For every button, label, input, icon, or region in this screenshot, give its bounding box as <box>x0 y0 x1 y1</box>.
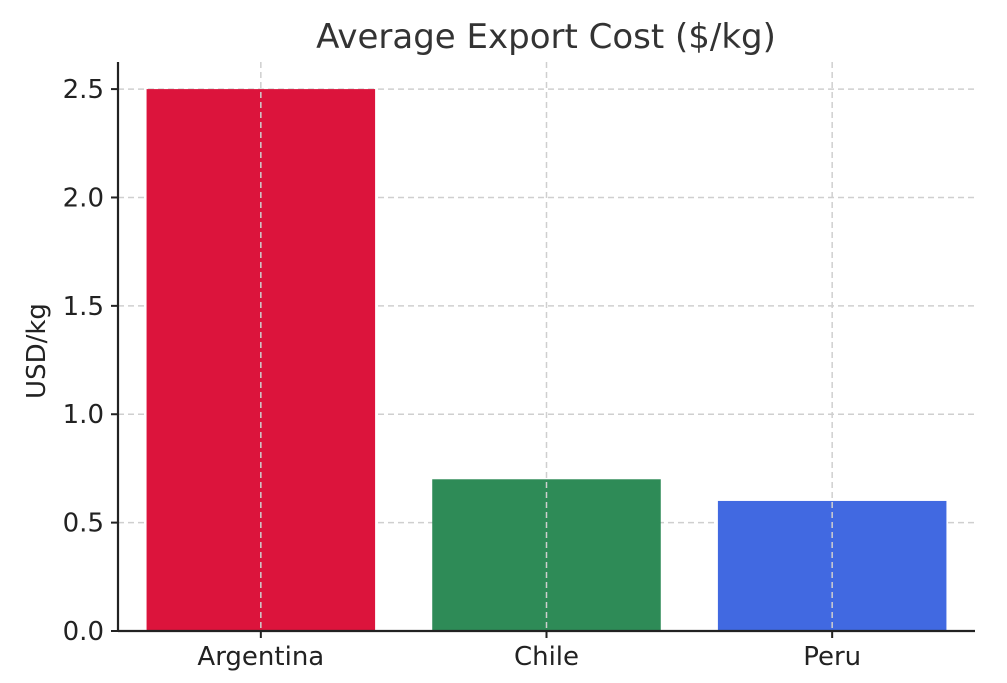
y-axis-label: USD/kg <box>22 303 52 399</box>
y-tick-label: 0.5 <box>63 509 104 539</box>
bar-argentina <box>146 89 376 632</box>
ticks-layer: 0.0 0.5 1.0 1.5 2.0 2.5 Argentina Chile Peru <box>63 75 861 672</box>
x-tick-label: Argentina <box>197 642 324 672</box>
y-tick-label: 2.0 <box>63 183 104 213</box>
bars-layer <box>146 62 947 632</box>
y-tick-label: 2.5 <box>63 75 104 105</box>
x-tick-label: Peru <box>803 642 861 672</box>
x-tick-label: Chile <box>514 642 579 672</box>
y-tick-label: 1.0 <box>63 400 104 430</box>
chart-title: Average Export Cost ($/kg) <box>316 17 776 57</box>
y-tick-label: 0.0 <box>63 617 104 647</box>
y-tick-label: 1.5 <box>63 292 104 322</box>
